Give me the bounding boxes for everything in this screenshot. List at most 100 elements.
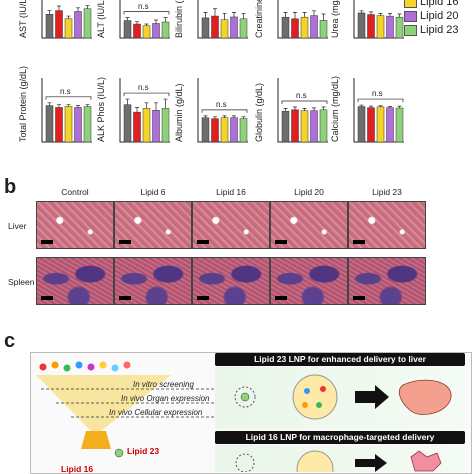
significance-bracket	[123, 11, 170, 15]
error-bar	[213, 116, 217, 119]
error-bar	[378, 105, 383, 107]
y-axis-label: Globulin (g/dL)	[254, 82, 264, 142]
bar	[376, 15, 385, 39]
panel-c-letter: c	[4, 330, 16, 352]
legend-item: Lipid 16	[404, 0, 459, 8]
bar-chart-svg	[41, 78, 92, 143]
bar	[45, 13, 54, 39]
bar	[211, 15, 219, 39]
scale-bar	[197, 240, 209, 244]
error-bar	[85, 104, 90, 107]
bar	[291, 109, 299, 143]
error-bar	[302, 108, 307, 111]
bar	[319, 20, 328, 39]
y-axis-label: Calcium (mg/dL)	[330, 75, 340, 142]
bar-chart-svg	[277, 0, 328, 39]
hit-lipid-16: Lipid 16	[61, 464, 94, 474]
ns-label: n.s	[138, 1, 149, 11]
bar-chart-svg	[119, 78, 170, 143]
bar-chart-bilirubin	[196, 0, 248, 42]
bar	[319, 109, 328, 143]
column-header: Lipid 6	[140, 187, 166, 197]
liver-micrograph	[192, 201, 270, 249]
bar	[123, 104, 132, 143]
row-header: Spleen	[8, 277, 35, 287]
bar	[55, 107, 63, 143]
bar	[74, 107, 82, 143]
bar	[152, 110, 160, 143]
bar	[230, 117, 238, 143]
bar	[386, 107, 394, 143]
bar-chart-svg	[119, 0, 170, 39]
bar	[123, 20, 132, 39]
y-axis-label: Bilirubin (mg/dL)	[174, 0, 184, 38]
error-bar	[397, 13, 402, 18]
error-bar	[135, 21, 139, 25]
error-bar	[144, 23, 149, 26]
bar	[367, 107, 375, 143]
step-cellular: In vivo Cellular expression	[109, 408, 203, 417]
hit-lipid-23: Lipid 23	[127, 446, 160, 456]
significance-bracket	[357, 98, 404, 103]
error-bar	[369, 105, 373, 108]
error-bar	[85, 5, 90, 9]
error-bar	[222, 115, 227, 118]
bar	[161, 21, 170, 39]
error-bar	[321, 13, 326, 21]
bar	[230, 16, 238, 39]
bar-chart-svg	[41, 0, 92, 39]
step-in-vitro: In vitro screening	[133, 380, 194, 389]
bar	[152, 23, 160, 39]
error-bar	[222, 12, 227, 20]
error-bar	[47, 102, 52, 106]
bar	[367, 14, 375, 39]
error-bar	[388, 106, 392, 108]
error-bar	[302, 12, 307, 18]
error-bar	[203, 12, 208, 18]
spleen-micrograph	[192, 257, 270, 305]
bar	[211, 118, 219, 143]
scale-bar	[353, 240, 365, 244]
bar	[64, 18, 73, 39]
error-bar	[76, 7, 80, 12]
spleen-micrograph	[36, 257, 114, 305]
significance-bracket	[201, 109, 248, 113]
bar-chart-ast	[40, 0, 92, 42]
error-bar	[397, 105, 402, 109]
row-header: Liver	[8, 221, 27, 231]
liver-micrograph	[36, 201, 114, 249]
spleen-micrograph	[348, 257, 426, 305]
bar	[310, 110, 318, 143]
ns-label: n.s	[296, 91, 307, 100]
bar	[395, 16, 404, 39]
screening-funnel	[36, 361, 221, 458]
error-bar	[135, 107, 139, 113]
bar	[83, 106, 92, 143]
panel-c-schematic: In vitro screening In vivo Organ express…	[30, 352, 472, 474]
bar	[239, 18, 248, 39]
error-bar	[125, 17, 130, 21]
error-bar	[293, 12, 297, 19]
liver-micrograph	[114, 201, 192, 249]
y-axis-label: Creatinine (mg/dL)	[254, 0, 264, 38]
bar	[45, 105, 54, 143]
banner-macrophage-delivery: Lipid 16 LNP for macrophage-targeted del…	[215, 431, 465, 444]
bar	[281, 16, 290, 39]
ns-label: n.s	[60, 86, 71, 96]
error-bar	[76, 105, 80, 108]
bar	[133, 111, 141, 143]
y-axis-label: Albumin (g/dL)	[174, 83, 184, 142]
bar	[291, 18, 299, 39]
bar	[220, 117, 229, 143]
bar-chart-svg	[353, 0, 404, 39]
legend-swatch	[404, 0, 417, 8]
lnp-to-liver-graphic	[234, 374, 452, 420]
column-header: Lipid 23	[372, 187, 402, 197]
bar	[395, 107, 404, 143]
bar	[74, 11, 82, 39]
bar	[310, 15, 318, 39]
bar	[142, 25, 151, 39]
lnp-to-macrophage-graphic	[235, 450, 442, 472]
significance-bracket	[281, 100, 328, 104]
y-axis-label: ALK Phos (IU/L)	[96, 76, 106, 142]
